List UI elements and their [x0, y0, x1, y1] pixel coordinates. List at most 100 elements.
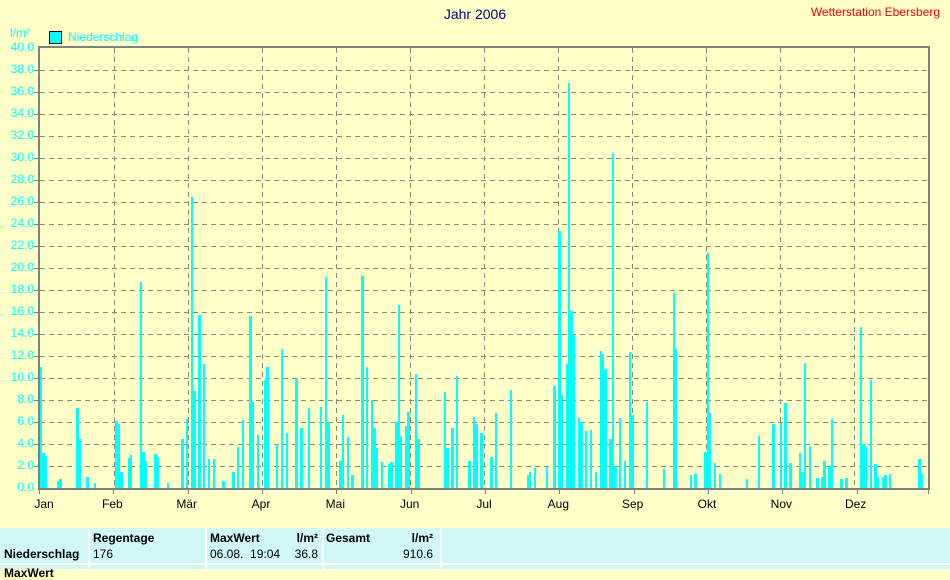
y-tick-label: 6.0 [17, 414, 34, 428]
precipitation-bar [142, 451, 145, 488]
precipitation-bar [300, 427, 303, 488]
precipitation-bar [862, 444, 865, 488]
precipitation-bar [881, 477, 885, 488]
precipitation-bar [889, 473, 892, 488]
precipitation-bar [533, 468, 537, 488]
precipitation-bar [443, 392, 447, 488]
precipitation-bar [295, 378, 298, 488]
maxwert-header: MaxWert [210, 531, 260, 545]
precipitation-bar [580, 422, 583, 488]
x-tick [262, 490, 263, 494]
precipitation-bar [808, 446, 812, 488]
y-tick [34, 356, 38, 357]
precipitation-bar [127, 458, 130, 488]
precipitation-bar [918, 459, 921, 488]
precipitation-bar [203, 363, 206, 488]
v-gridline [854, 48, 855, 488]
maxwert-value: 06.08. 19:04 [210, 547, 281, 561]
y-tick-label: 2.0 [17, 458, 34, 472]
y-tick [34, 224, 38, 225]
month-label-sep: Sep [621, 497, 644, 511]
legend-label: Niederschlag [68, 30, 139, 44]
precipitation-bar [207, 459, 211, 488]
month-label-apr: Apr [251, 497, 271, 511]
precipitation-bar [560, 394, 564, 488]
precipitation-bar [584, 430, 588, 488]
precipitation-bar [380, 461, 384, 488]
precipitation-bar [876, 477, 880, 488]
precipitation-bar [144, 460, 148, 488]
month-label-okt: Okt [697, 497, 717, 511]
precipitation-bar [42, 452, 45, 488]
table-separator [322, 528, 324, 569]
table-separator [88, 528, 90, 569]
precipitation-bar [198, 315, 201, 488]
precipitation-bar [237, 447, 240, 488]
x-tick [782, 490, 784, 494]
precipitation-bar [139, 282, 143, 488]
y-tick-label: 8.0 [17, 392, 34, 406]
precipitation-bar [341, 415, 345, 488]
station-name: Wetterstation Ebersberg [810, 5, 940, 19]
precipitation-bar [404, 426, 408, 488]
precipitation-bar [674, 349, 678, 488]
precipitation-bar [154, 453, 157, 488]
precipitation-bar [251, 402, 255, 488]
precipitation-bar [480, 433, 483, 488]
precipitation-bar [417, 438, 420, 488]
precipitation-bar [59, 479, 62, 488]
precipitation-bar [546, 467, 549, 488]
precipitation-bar [400, 436, 403, 488]
precipitation-bar [181, 438, 184, 488]
precipitation-bar [801, 471, 804, 488]
y-tick-label: 0.0 [17, 480, 34, 494]
precipitation-bar [57, 481, 60, 488]
precipitation-bar [193, 391, 196, 488]
x-tick [633, 490, 635, 494]
y-tick-label: 38.0 [10, 62, 34, 76]
precipitation-bar [120, 471, 123, 488]
precipitation-bar [366, 367, 369, 488]
precipitation-bar [864, 447, 868, 488]
y-tick-label: 22.0 [10, 238, 34, 252]
precipitation-bar [526, 474, 529, 488]
precipitation-bar [779, 423, 783, 488]
precipitation-bar [166, 482, 169, 488]
y-tick-label: 10.0 [10, 370, 34, 384]
v-gridline [632, 48, 633, 488]
precipitation-bar [645, 402, 649, 488]
precipitation-bar [93, 482, 96, 488]
precipitation-bar [611, 152, 615, 488]
month-label-aug: Aug [547, 497, 569, 511]
precipitation-bar [185, 418, 189, 488]
v-gridline [484, 48, 485, 488]
x-tick [336, 490, 338, 494]
precipitation-bar [570, 310, 573, 488]
gesamt-header: Gesamt [326, 531, 371, 545]
y-tick-label: 26.0 [10, 194, 34, 208]
precipitation-bar [631, 415, 634, 488]
precipitation-bar [370, 400, 374, 488]
precipitation-bar [840, 479, 843, 488]
x-tick [187, 490, 189, 494]
v-gridline [188, 48, 189, 488]
y-tick-label: 14.0 [10, 326, 34, 340]
precipitation-bar [44, 456, 48, 488]
precipitation-bar [339, 460, 342, 488]
precipitation-bar [117, 424, 121, 488]
precipitation-bar [589, 429, 593, 488]
precipitation-bar [130, 455, 133, 488]
precipitation-bar [346, 437, 349, 488]
precipitation-bar [249, 316, 252, 488]
maxwert-header-unit: l/m² [296, 531, 318, 545]
precipitation-bar [456, 375, 459, 488]
x-tick [928, 490, 929, 494]
precipitation-bar [704, 451, 707, 488]
legend-swatch-icon [49, 30, 62, 44]
y-tick [34, 180, 38, 181]
regentage-header: Regentage [93, 531, 155, 545]
y-tick [34, 290, 38, 291]
x-tick [39, 490, 40, 494]
precipitation-bar [490, 457, 493, 488]
precipitation-bar [446, 448, 449, 488]
